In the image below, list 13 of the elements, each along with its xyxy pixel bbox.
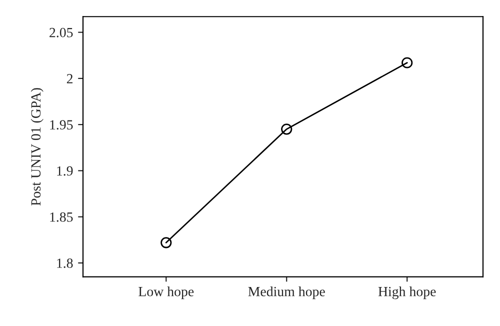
y-axis-title: Post UNIV 01 (GPA) <box>30 88 44 206</box>
x-tick-label: Low hope <box>138 286 194 300</box>
y-tick-label: 1.9 <box>57 166 73 176</box>
y-tick-label: 1.85 <box>50 212 73 222</box>
y-tick-label: 2 <box>66 74 73 84</box>
x-tick-label: High hope <box>378 286 436 300</box>
point <box>160 237 172 248</box>
y-tick-label: 1.8 <box>57 258 73 268</box>
point <box>281 124 292 135</box>
y-tick-label: 1.95 <box>50 120 73 130</box>
x-tick-label: Medium hope <box>248 286 325 300</box>
point <box>402 57 413 68</box>
y-tick-label: 2.05 <box>50 28 73 38</box>
